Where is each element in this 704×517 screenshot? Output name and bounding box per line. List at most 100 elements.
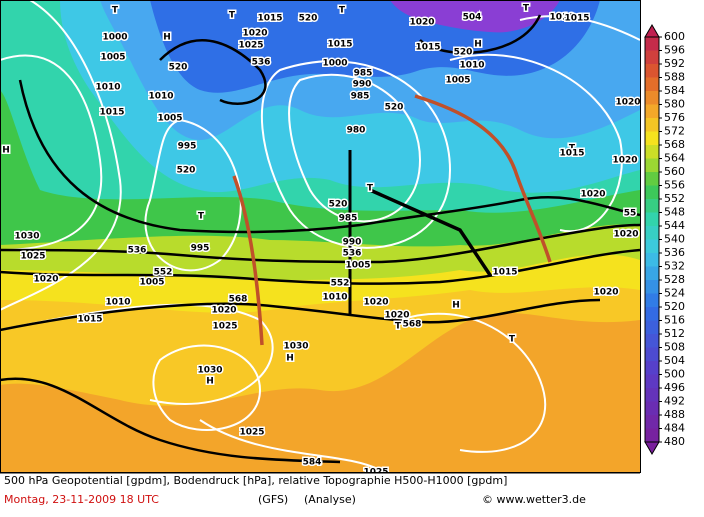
contour-label: 520 (299, 14, 318, 24)
contour-label: 1015 (327, 40, 352, 50)
contour-label: 536 (252, 58, 271, 68)
colorbar-label: 484 (664, 422, 685, 435)
colorbar-label: 596 (664, 44, 685, 57)
contour-label: 55 (624, 209, 637, 219)
colorbar-segment (645, 374, 659, 388)
contour-label: 1020 (242, 29, 267, 39)
colorbar-segment (645, 91, 659, 105)
colorbar-segment (645, 185, 659, 199)
contour-label: 1030 (283, 342, 308, 352)
contour-label: 536 (343, 249, 362, 259)
contour-label: 1015 (564, 14, 589, 24)
colorbar-label: 588 (664, 71, 685, 84)
contour-label: 1020 (580, 190, 605, 200)
fronts (232, 94, 552, 346)
colorbar-segment (645, 118, 659, 132)
colorbar-segment (645, 226, 659, 240)
contour-label: 1015 (77, 315, 102, 325)
contour-label: 995 (191, 244, 210, 254)
colorbar-label: 512 (664, 327, 685, 340)
contour-label: H (452, 301, 460, 311)
contour-label: 1025 (20, 252, 45, 262)
contour-label: 995 (178, 142, 197, 152)
colorbar-label: 580 (664, 98, 685, 111)
contour-label: T (339, 6, 346, 16)
colorbar-segment (645, 239, 659, 253)
contour-label: 1000 (322, 59, 347, 69)
contour-label: 504 (463, 13, 482, 23)
contour-label: 1000 (102, 33, 127, 43)
contour-label: T (569, 144, 576, 154)
footer-analysis: (Analyse) (304, 493, 356, 506)
colorbar-label: 552 (664, 192, 685, 205)
colorbar-segment (645, 334, 659, 348)
contour-label: 552 (154, 268, 173, 278)
colorbar-label: 556 (664, 179, 685, 192)
colorbar-label: 548 (664, 206, 685, 219)
contour-label: 1025 (238, 41, 263, 51)
contour-label: 584 (303, 458, 322, 468)
contour-label: 1010 (105, 298, 130, 308)
contour-label: 520 (329, 200, 348, 210)
colorbar-segment (645, 50, 659, 64)
colorbar-segment (645, 131, 659, 145)
colorbar-segment (645, 415, 659, 429)
colorbar-label: 528 (664, 273, 685, 286)
contour-label: 1025 (212, 322, 237, 332)
colorbar-label: 504 (664, 354, 685, 367)
colorbar-label: 520 (664, 300, 685, 313)
contour-label: H (206, 377, 214, 387)
colorbar-label: 592 (664, 57, 685, 70)
colorbar-segment (645, 64, 659, 78)
colorbar-label: 564 (664, 152, 685, 165)
geopotential-contours (0, 14, 640, 464)
contour-label: 1020 (612, 156, 637, 166)
footer-model: (GFS) (258, 493, 288, 506)
contour-label: T (509, 335, 516, 345)
colorbar: 6005965925885845805765725685645605565525… (644, 24, 685, 455)
colorbar-segment (645, 253, 659, 267)
contour-label: 990 (343, 238, 362, 248)
contour-label: 1020 (33, 275, 58, 285)
colorbar-segment (645, 320, 659, 334)
contour-label: 1030 (14, 232, 39, 242)
colorbar-label: 516 (664, 314, 685, 327)
footer-description: 500 hPa Geopotential [gpdm], Bodendruck … (4, 474, 507, 487)
colorbar-label: 540 (664, 233, 685, 246)
colorbar-label: 560 (664, 165, 685, 178)
colorbar-label: 568 (664, 138, 685, 151)
contour-label: 552 (331, 279, 350, 289)
contour-label: 1025 (239, 428, 264, 438)
contour-label: 1025 (363, 468, 388, 478)
contour-label: H (163, 33, 171, 43)
contour-label: 568 (403, 320, 422, 330)
colorbar-segment (645, 158, 659, 172)
contour-label: T (367, 184, 374, 194)
colorbar-label: 584 (664, 84, 685, 97)
contour-label: 520 (385, 103, 404, 113)
contour-label: 1005 (157, 114, 182, 124)
contour-label: 980 (347, 126, 366, 136)
contour-label: 568 (229, 295, 248, 305)
contour-label: 1015 (99, 108, 124, 118)
colorbar-segment (645, 199, 659, 213)
contour-label: 1015 (257, 14, 282, 24)
contour-label: 1005 (100, 53, 125, 63)
colorbar-segment (645, 401, 659, 415)
colorbar-segment (645, 104, 659, 118)
contour-label: 536 (128, 246, 147, 256)
colorbar-segment (645, 172, 659, 186)
colorbar-label: 500 (664, 368, 685, 381)
colorbar-label: 496 (664, 381, 685, 394)
colorbar-label: 600 (664, 30, 685, 43)
contour-label: 1015 (492, 268, 517, 278)
colorbar-segment (645, 77, 659, 91)
footer-date: Montag, 23-11-2009 18 UTC (4, 493, 159, 506)
contour-label: H (286, 354, 294, 364)
colorbar-label: 572 (664, 125, 685, 138)
contour-label: 1005 (445, 76, 470, 86)
contour-label: 520 (177, 166, 196, 176)
contour-label: 1030 (197, 366, 222, 376)
